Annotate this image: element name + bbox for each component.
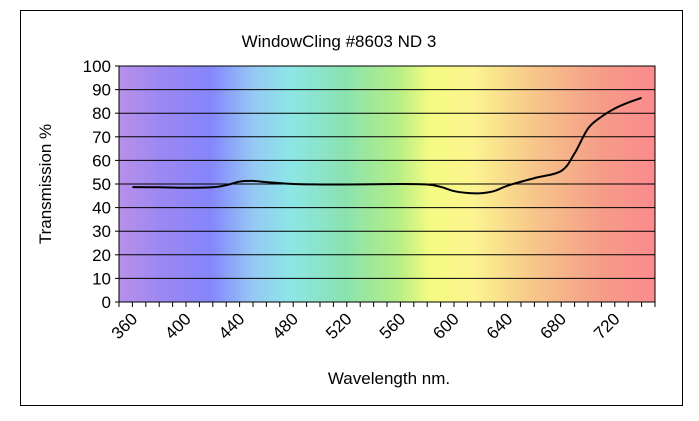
chart-title: WindowCling #8603 ND 3 bbox=[242, 32, 437, 51]
y-tick-label-60: 60 bbox=[92, 151, 111, 170]
x-tick-label-560: 560 bbox=[376, 309, 409, 342]
x-tick-label-360: 360 bbox=[108, 309, 141, 342]
series-lines bbox=[132, 96, 642, 195]
y-tick-label-10: 10 bbox=[92, 269, 111, 288]
y-tick-label-40: 40 bbox=[92, 199, 111, 218]
x-tick-label-720: 720 bbox=[590, 309, 623, 342]
transmission-chart: WindowCling #8603 ND 3 0 10 20 30 40 50 60 70 80… bbox=[36, 32, 656, 388]
y-tick-label-80: 80 bbox=[92, 104, 111, 123]
y-tick-label-20: 20 bbox=[92, 246, 111, 265]
chart-frame: WindowCling #8603 ND 3 0 10 20 30 40 50 60 70 80… bbox=[20, 10, 683, 406]
x-tick-label-640: 640 bbox=[483, 309, 516, 342]
y-axis: 0 10 20 30 40 50 60 70 80 90 100 bbox=[83, 57, 119, 312]
x-tick-label-520: 520 bbox=[322, 309, 355, 342]
y-axis-title: Transmission % bbox=[36, 124, 55, 244]
x-tick-label-600: 600 bbox=[429, 309, 462, 342]
x-axis-title: Wavelength nm. bbox=[328, 369, 450, 388]
gridlines bbox=[119, 89, 655, 279]
y-tick-label-90: 90 bbox=[92, 81, 111, 100]
series-line-0 bbox=[132, 96, 642, 195]
y-tick-label-30: 30 bbox=[92, 222, 111, 241]
x-axis: 360 400 440 480 520 560 600 640 680 720 bbox=[108, 302, 656, 343]
y-tick-label-70: 70 bbox=[92, 128, 111, 147]
x-tick-label-440: 440 bbox=[215, 309, 248, 342]
x-tick-label-400: 400 bbox=[161, 309, 194, 342]
x-tick-label-480: 480 bbox=[269, 309, 302, 342]
y-tick-label-50: 50 bbox=[92, 175, 111, 194]
x-tick-label-680: 680 bbox=[537, 309, 570, 342]
y-tick-label-100: 100 bbox=[83, 57, 111, 76]
y-tick-label-0: 0 bbox=[102, 293, 111, 312]
